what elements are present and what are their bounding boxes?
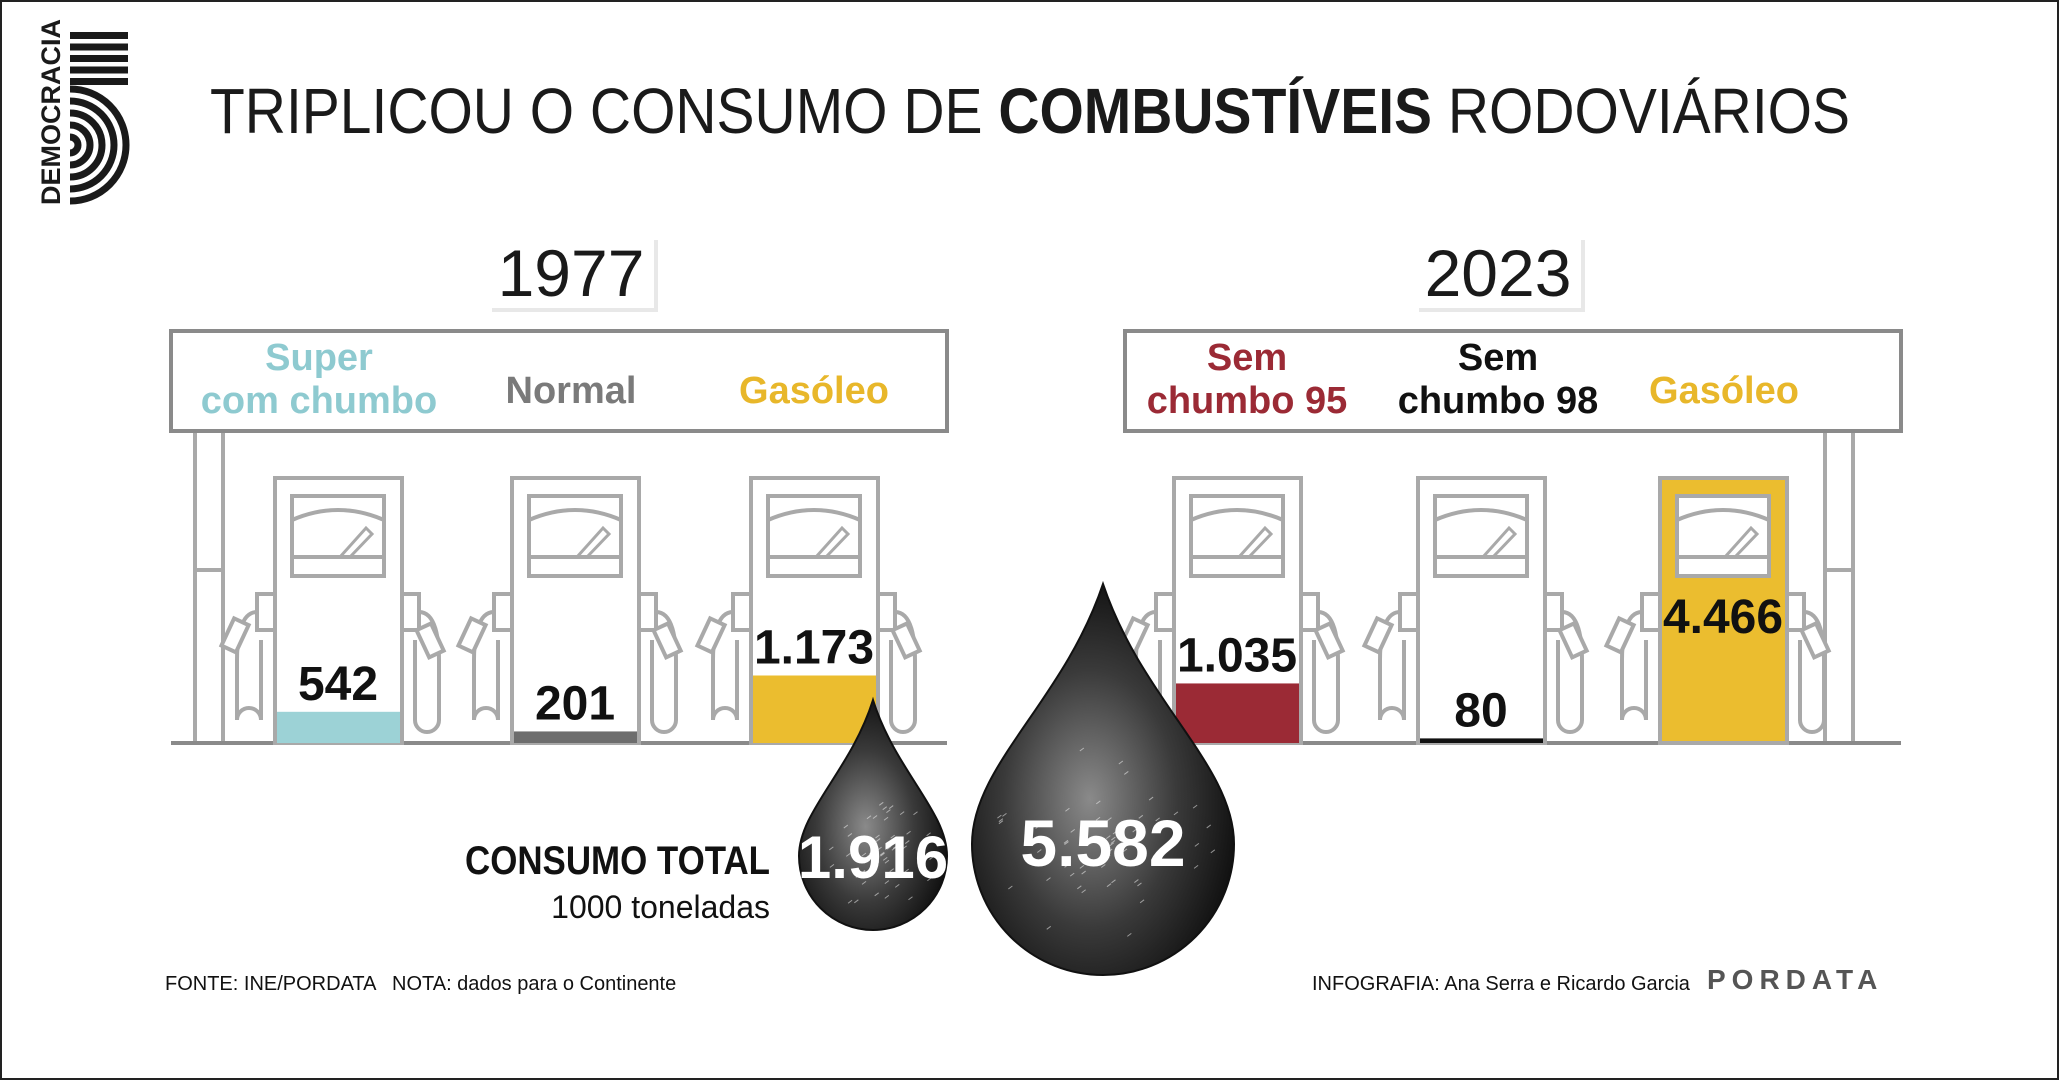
canopy-pillar — [1825, 431, 1853, 743]
nozzle-holder — [257, 594, 275, 630]
logo-bar — [70, 32, 128, 39]
democracia-logo: DEMOCRACIA — [36, 19, 128, 205]
year-label: 1977 — [488, 236, 658, 312]
fuel-type-label: chumbo 95 — [1147, 380, 1348, 422]
pordata-logo: PORDATA — [1707, 964, 1883, 995]
consumption-fill — [277, 712, 400, 743]
logo-bar — [70, 78, 128, 85]
total-unit: 1000 toneladas — [551, 889, 770, 925]
consumption-fill — [514, 731, 637, 743]
logo-bar — [70, 67, 128, 74]
total-label: CONSUMO TOTAL — [465, 839, 770, 883]
footer-note: NOTA: dados para o Continente — [392, 973, 676, 995]
consumption-fill — [753, 675, 876, 743]
nozzle-holder — [1400, 594, 1418, 630]
nozzle-holder — [1642, 594, 1660, 630]
nozzle-holder — [733, 594, 751, 630]
logo-bar — [70, 55, 128, 62]
consumption-fill — [1420, 738, 1543, 743]
nozzle-holder — [1156, 594, 1174, 630]
fuel-type-label: chumbo 98 — [1398, 380, 1599, 422]
logo-bar — [70, 44, 128, 51]
fuel-type-label: Normal — [506, 370, 637, 412]
pump-value: 80 — [1454, 684, 1507, 737]
fuel-type-label: Gasóleo — [1649, 370, 1799, 412]
footer-source: FONTE: INE/PORDATA — [165, 973, 377, 995]
consumption-fill — [1176, 683, 1299, 743]
pump-value: 542 — [298, 658, 378, 711]
fuel-type-label: Sem — [1458, 337, 1538, 379]
pump-value: 201 — [535, 677, 615, 730]
fuel-type-label: Super — [265, 337, 373, 379]
year-text: 1977 — [498, 236, 645, 310]
page-title: TRIPLICOU O CONSUMO DE COMBUSTÍVEIS RODO… — [210, 75, 1850, 147]
footer-credits: INFOGRAFIA: Ana Serra e Ricardo Garcia — [1312, 973, 1691, 995]
pump-value: 1.173 — [754, 621, 874, 674]
fuel-type-label: Sem — [1207, 337, 1287, 379]
total-value: 1.916 — [798, 824, 948, 891]
year-text: 2023 — [1425, 236, 1572, 310]
year-label: 2023 — [1415, 236, 1585, 312]
logo-text: DEMOCRACIA — [36, 19, 66, 205]
fuel-type-label: com chumbo — [201, 380, 437, 422]
fuel-type-label: Gasóleo — [739, 370, 889, 412]
pump-value: 4.466 — [1663, 591, 1783, 644]
pump-value: 1.035 — [1177, 629, 1297, 682]
total-value: 5.582 — [1020, 806, 1185, 880]
canopy-pillar — [195, 431, 223, 743]
nozzle-holder — [494, 594, 512, 630]
